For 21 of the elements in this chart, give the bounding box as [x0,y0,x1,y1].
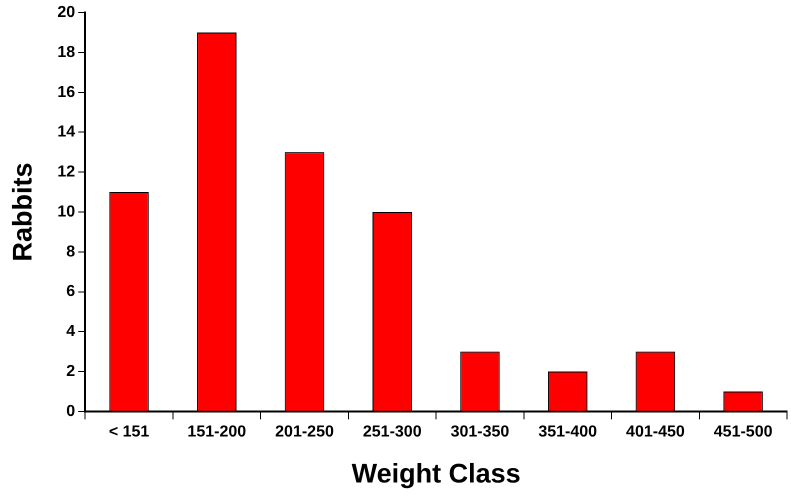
x-axis-title: Weight Class [352,458,521,488]
x-tick-label: 251-300 [362,423,422,440]
y-tick-label: 12 [57,164,76,181]
y-tick-label: 14 [57,124,76,141]
y-tick-label: 18 [57,44,76,61]
y-tick-label: 6 [66,283,76,300]
y-tick-label: 20 [57,4,76,22]
x-tick-label: 351-400 [538,423,598,440]
y-tick-label: 10 [57,203,76,220]
x-tick-label: 151-200 [187,423,246,440]
y-tick-label: 0 [66,402,76,420]
x-tick-label: 401-450 [626,423,685,440]
y-axis-title: Rabbits [8,162,38,262]
x-tick-label: < 151 [108,423,150,440]
x-tick-label: 301-350 [450,423,510,440]
y-tick-label: 16 [57,84,76,101]
y-tick-label: 2 [66,362,76,380]
y-tick-label: 8 [66,243,76,260]
x-tick-label: 451-500 [714,423,773,440]
x-tick-label: 201-250 [275,423,334,440]
y-tick-label: 4 [66,323,76,340]
